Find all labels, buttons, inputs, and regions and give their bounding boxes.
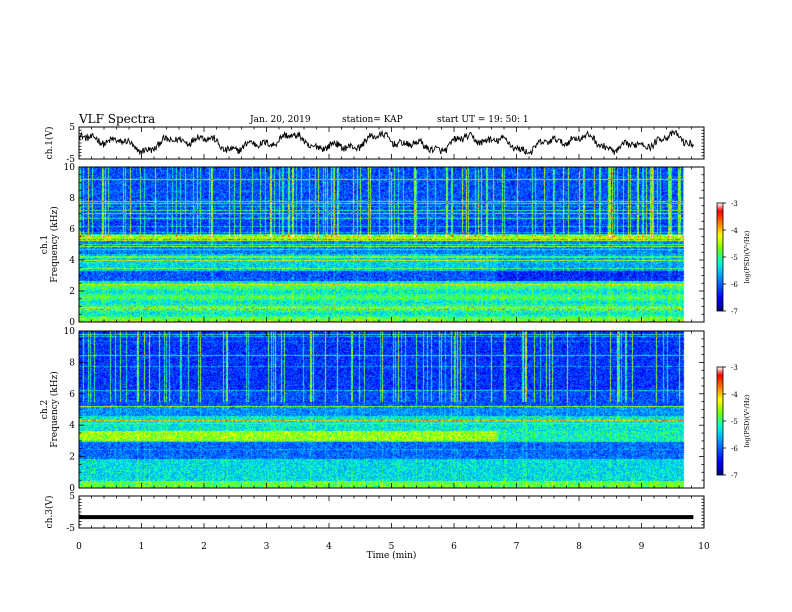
colorbar-frame (716, 202, 724, 312)
x-tick-label: 3 (264, 542, 270, 552)
date-label: Jan. 20, 2019 (250, 115, 311, 125)
x-tick-label: 8 (576, 542, 582, 552)
colorbar-tick-label: -7 (731, 472, 738, 480)
y-tick-label: 5 (69, 123, 75, 133)
x-tick-label: 10 (698, 542, 710, 552)
y-tick-label: 2 (69, 453, 75, 463)
y-tick-label: -5 (66, 524, 75, 534)
colorbar-tick-label: -4 (731, 227, 738, 235)
y-axis-label: ch.1(V) (44, 127, 55, 160)
ch1-trace (79, 129, 694, 156)
colorbar-tick-label: -5 (731, 418, 738, 426)
panel-frame-ch2-spectrogram (78, 330, 705, 489)
y-tick-label: 6 (69, 225, 75, 235)
colorbar-label: log(PSD)(V²/Hz) (743, 394, 751, 447)
y-tick-label: 6 (69, 390, 75, 400)
y-tick-label: 10 (64, 327, 76, 337)
x-tick-label: 6 (451, 542, 457, 552)
y-tick-label: 0 (69, 318, 75, 328)
colorbar-frame (716, 366, 724, 476)
y-tick-label: 10 (64, 163, 76, 173)
start-time-label: start UT = 19: 50: 1 (437, 115, 529, 125)
colorbar-tick-label: -5 (731, 254, 738, 262)
x-tick-label: 5 (389, 542, 395, 552)
y-tick-label: 8 (69, 358, 75, 368)
chart-title: VLF Spectra (79, 112, 156, 126)
x-tick-label: 1 (139, 542, 145, 552)
colorbar-tick-label: -6 (731, 445, 738, 453)
y-tick-label: 4 (69, 421, 75, 431)
colorbar-tick-label: -3 (731, 200, 738, 208)
colorbar-tick-label: -7 (731, 308, 738, 316)
panel-frame-ch1-spectrogram (78, 166, 705, 323)
y-axis-label: Frequency (kHz) (49, 371, 60, 448)
x-axis-label: Time (min) (367, 550, 417, 561)
colorbar-tick-label: -6 (731, 281, 738, 289)
y-axis-label: ch.3(V) (44, 496, 55, 529)
x-tick-label: 2 (201, 542, 207, 552)
x-tick-label: 4 (326, 542, 332, 552)
colorbar-label: log(PSD)(V²/Hz) (743, 230, 751, 283)
y-axis-label: Frequency (kHz) (49, 206, 60, 283)
y-axis-label-channel: ch.1 (40, 235, 50, 254)
y-tick-label: 5 (69, 492, 75, 502)
colorbar-tick-label: -3 (731, 364, 738, 372)
y-tick-label: 8 (69, 194, 75, 204)
colorbar-tick-label: -4 (731, 391, 738, 399)
y-tick-label: 0 (69, 484, 75, 494)
ch1-spectrogram-image (79, 167, 694, 322)
ch1-colorbar (717, 203, 723, 311)
station-label: station= KAP (342, 115, 403, 125)
y-tick-label: -5 (66, 155, 75, 165)
x-tick-label: 7 (514, 542, 520, 552)
y-tick-label: 4 (69, 256, 75, 266)
ch2-colorbar (717, 367, 723, 475)
x-tick-label: 0 (76, 542, 82, 552)
x-tick-label: 9 (639, 542, 645, 552)
y-tick-label: 2 (69, 287, 75, 297)
y-axis-label-channel: ch.2 (40, 400, 50, 419)
ch2-spectrogram-image (79, 331, 694, 488)
